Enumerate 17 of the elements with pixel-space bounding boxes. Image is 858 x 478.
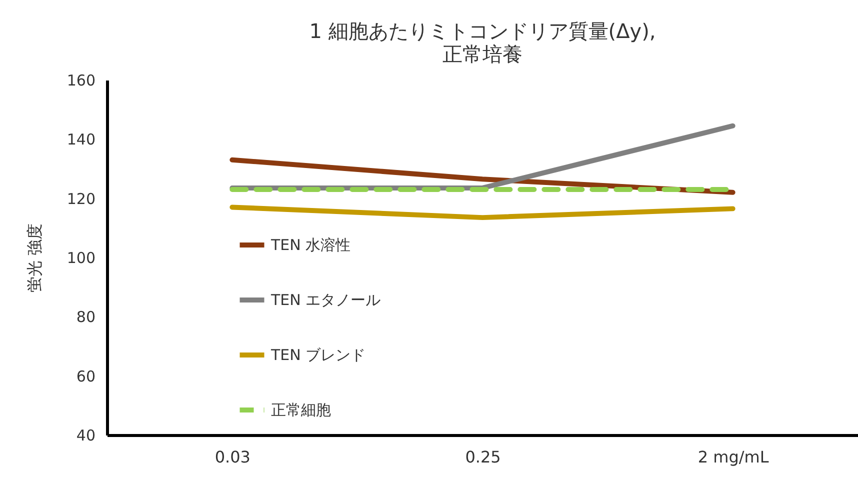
y-tick-label: 140 (66, 130, 96, 149)
legend-label: 正常細胞 (271, 401, 331, 419)
chart-subtitle: 正常培養 (442, 42, 522, 66)
chart-title: 1 細胞あたりミトコンドリア質量(Δy), (309, 19, 656, 43)
y-tick-label: 100 (66, 249, 96, 267)
y-tick-label: 60 (76, 367, 96, 386)
x-tick-label: 0.03 (214, 448, 250, 466)
y-tick-label: 160 (66, 72, 96, 90)
x-tick-label: 0.25 (465, 448, 501, 466)
y-tick-label: 40 (76, 426, 96, 444)
y-tick-label: 80 (76, 308, 96, 326)
y-axis-title: 蛍光 強度 (24, 223, 44, 293)
legend-label: TEN エタノール (270, 291, 381, 309)
legend-label: TEN ブレンド (270, 346, 366, 364)
y-tick-label: 120 (66, 190, 96, 208)
legend-label: TEN 水溶性 (270, 236, 351, 254)
x-tick-label: 2 mg/mL (698, 448, 769, 466)
